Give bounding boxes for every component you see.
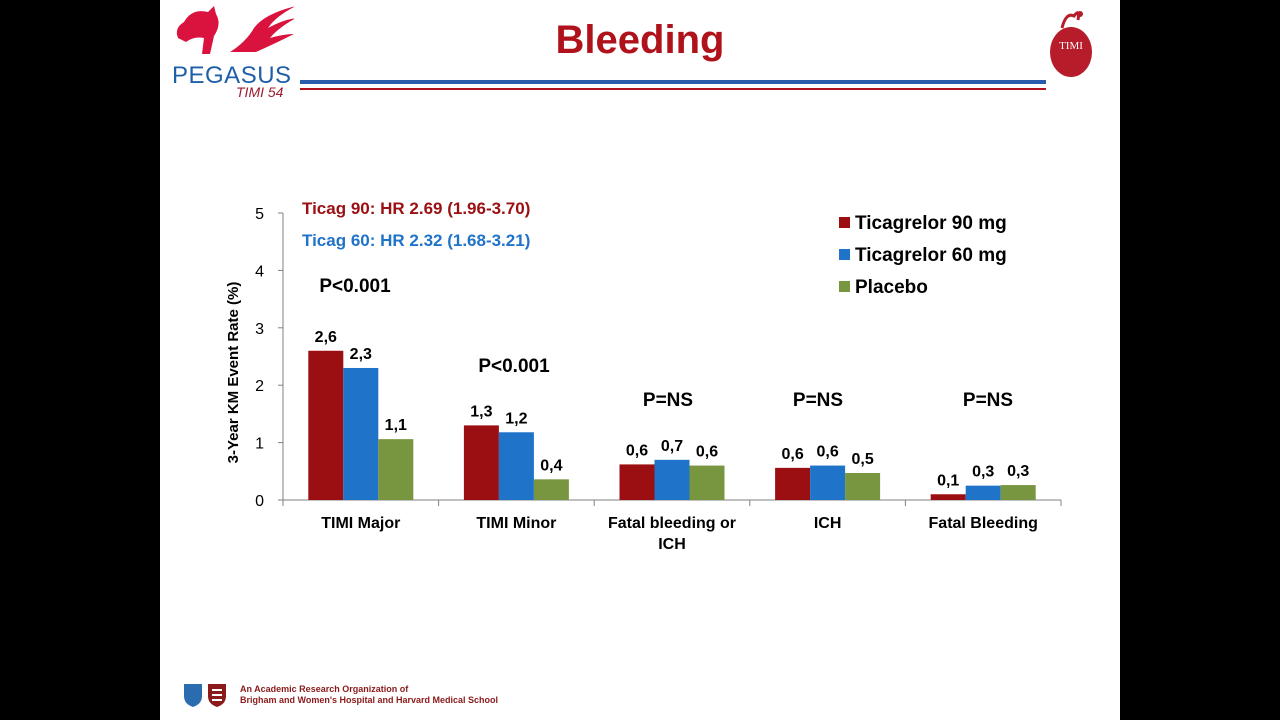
legend-label: Ticagrelor 90 mg [855,213,1007,234]
data-label: 0,6 [626,442,648,459]
data-label: 0,3 [972,464,994,481]
slide-title: Bleeding [555,18,725,62]
data-label: 0,6 [781,446,803,463]
bar [619,464,655,500]
bar [654,459,690,500]
pegasus-sub-text: TIMI 54 [236,84,284,100]
bar [845,473,881,500]
pegasus-logo: PEGASUS TIMI 54 [164,2,296,102]
data-label: 2,3 [350,346,372,363]
y-tick-label: 3 [255,321,264,338]
pegasus-brand-text: PEGASUS [172,62,292,89]
data-label: 0,7 [661,438,683,455]
data-label: 2,6 [315,329,337,346]
x-category-label: TIMI Major [321,515,400,532]
p-value-annotation: P<0.001 [478,356,550,377]
y-tick-label: 2 [255,378,264,395]
bar [689,465,725,500]
legend-label: Placebo [855,277,928,298]
data-label: 1,3 [470,403,492,420]
legend-swatch [839,249,850,260]
data-label: 0,5 [851,451,873,468]
legend-label: Ticagrelor 60 mg [855,245,1007,266]
x-category-label: Fatal Bleeding [929,515,1038,532]
bar [810,465,846,500]
hazard-ratio-annotation: Ticag 90: HR 2.69 (1.96-3.70) [302,199,530,218]
bar [378,439,414,500]
data-label: 0,6 [696,444,718,461]
x-category-label: TIMI Minor [476,515,556,532]
y-tick-label: 0 [255,493,264,510]
bar [775,467,811,500]
data-label: 1,1 [385,417,407,434]
bar [463,425,499,500]
p-value-annotation: P=NS [793,390,843,411]
footer-text: An Academic Research Organization of Bri… [240,684,498,706]
timi-logo: TIMI [1044,4,1100,80]
y-tick-label: 1 [255,436,264,453]
p-value-annotation: P=NS [963,390,1013,411]
footer-line-1: An Academic Research Organization of [240,684,409,694]
pegasus-horse-icon [176,6,296,54]
data-label: 1,2 [505,410,527,427]
title-rule-blue [300,80,1046,84]
y-tick-label: 4 [255,263,264,280]
legend-swatch [839,217,850,228]
hazard-ratio-annotation: Ticag 60: HR 2.32 (1.68-3.21) [302,231,530,250]
data-label: 0,1 [937,472,959,489]
bar [498,432,534,500]
x-category-label: Fatal bleeding or [608,515,736,532]
footer-line-2: Brigham and Women's Hospital and Harvard… [240,695,499,705]
data-label: 0,6 [816,444,838,461]
institution-shields-icon [184,684,226,707]
data-label: 0,3 [1007,463,1029,480]
timi-emblem-icon [1050,11,1092,77]
bar [533,479,569,500]
data-label: 0,4 [540,457,562,474]
x-category-label: ICH [814,515,842,532]
timi-logo-text: TIMI [1059,40,1083,52]
bleeding-bar-chart: 0 1 2 3 4 5 3-Year KM Event Rate (%) 2,6 2,3 1,1 T… [225,199,1062,553]
slide: PEGASUS TIMI 54 Bleeding TIMI 0 1 2 3 4 5 3-Ye… [160,0,1120,720]
y-axis-label: 3-Year KM Event Rate (%) [225,282,242,464]
legend-swatch [839,281,850,292]
bar [343,367,379,500]
y-tick-label: 5 [255,206,264,223]
p-value-annotation: P=NS [643,390,693,411]
bar [965,485,1001,500]
bar [930,494,966,500]
bar [308,350,344,500]
x-category-label: ICH [658,536,686,553]
p-value-annotation: P<0.001 [319,276,391,297]
title-rule-red [300,88,1046,90]
bar [1000,485,1036,500]
